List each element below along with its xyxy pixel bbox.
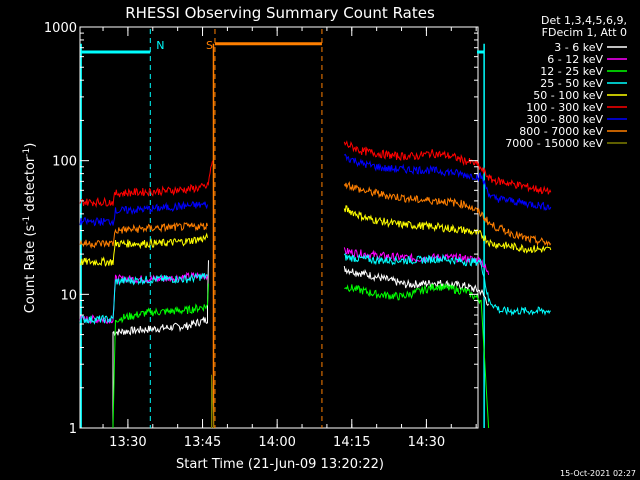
series-line bbox=[211, 374, 214, 429]
y-tick-label: 1 bbox=[69, 422, 77, 437]
y-axis-label-part: detector bbox=[23, 156, 38, 216]
y-axis-label-part: -1 bbox=[22, 148, 32, 157]
chart-title: RHESSI Observing Summary Count Rates bbox=[125, 4, 435, 22]
series-line bbox=[343, 205, 552, 254]
x-tick-label: 14:15 bbox=[333, 435, 370, 450]
axes: 1 10 100 1000 13:30 13:45 14:00 14:15 14:30 bbox=[44, 21, 478, 450]
series-group bbox=[79, 140, 552, 429]
annotation-label: S bbox=[206, 39, 213, 52]
series-line bbox=[79, 160, 213, 208]
series-line bbox=[343, 180, 552, 247]
series-line bbox=[112, 283, 209, 429]
legend-header: FDecim 1, Att 0 bbox=[542, 26, 627, 39]
series-line bbox=[79, 272, 208, 325]
y-axis-label: Count Rate (s-1 detector-1) bbox=[22, 143, 38, 314]
footer-timestamp: 15-Oct-2021 02:27 bbox=[560, 469, 636, 478]
series-line bbox=[79, 200, 208, 227]
legend-entry-label: 12 - 25 keV bbox=[540, 65, 603, 78]
series-line bbox=[79, 232, 208, 267]
legend-entry-label: 6 - 12 keV bbox=[547, 53, 603, 66]
legend-entry-label: 300 - 800 keV bbox=[526, 113, 603, 126]
x-tick-label: 13:45 bbox=[184, 435, 221, 450]
series-line bbox=[344, 283, 490, 429]
legend-entry-label: 3 - 6 keV bbox=[554, 41, 603, 54]
y-tick-label: 10 bbox=[60, 288, 77, 303]
legend-entry-label: 25 - 50 keV bbox=[540, 77, 603, 90]
legend-entry-label: 100 - 300 keV bbox=[526, 101, 603, 114]
plot-border bbox=[79, 26, 479, 429]
legend: Det 1,3,4,5,6,9,FDecim 1, Att 0 3 - 6 keV… bbox=[505, 14, 627, 150]
series-line bbox=[343, 153, 552, 212]
series-line bbox=[112, 260, 209, 428]
x-tick-label: 13:30 bbox=[109, 435, 146, 450]
series-line bbox=[343, 140, 552, 195]
x-tick-label: 14:30 bbox=[408, 435, 445, 450]
annotation-label: N bbox=[156, 39, 164, 52]
legend-header: Det 1,3,4,5,6,9, bbox=[541, 14, 627, 27]
series-line bbox=[79, 222, 208, 249]
y-axis-label-part: Count Rate (s bbox=[23, 225, 38, 314]
x-tick-label: 14:00 bbox=[258, 435, 295, 450]
legend-entry-label: 50 - 100 keV bbox=[533, 89, 603, 102]
plot-frame bbox=[79, 26, 479, 429]
y-axis-label-part: -1 bbox=[22, 216, 32, 225]
legend-entry-label: 800 - 7000 keV bbox=[519, 125, 603, 138]
legend-entry-label: 7000 - 15000 keV bbox=[505, 137, 603, 150]
y-axis-label-part: ) bbox=[23, 143, 38, 148]
x-axis-label: Start Time (21-Jun-09 13:20:22) bbox=[176, 457, 384, 472]
y-tick-label: 1000 bbox=[44, 21, 77, 36]
series-line bbox=[343, 252, 551, 317]
series-line bbox=[343, 266, 490, 307]
y-tick-label: 100 bbox=[52, 155, 77, 170]
